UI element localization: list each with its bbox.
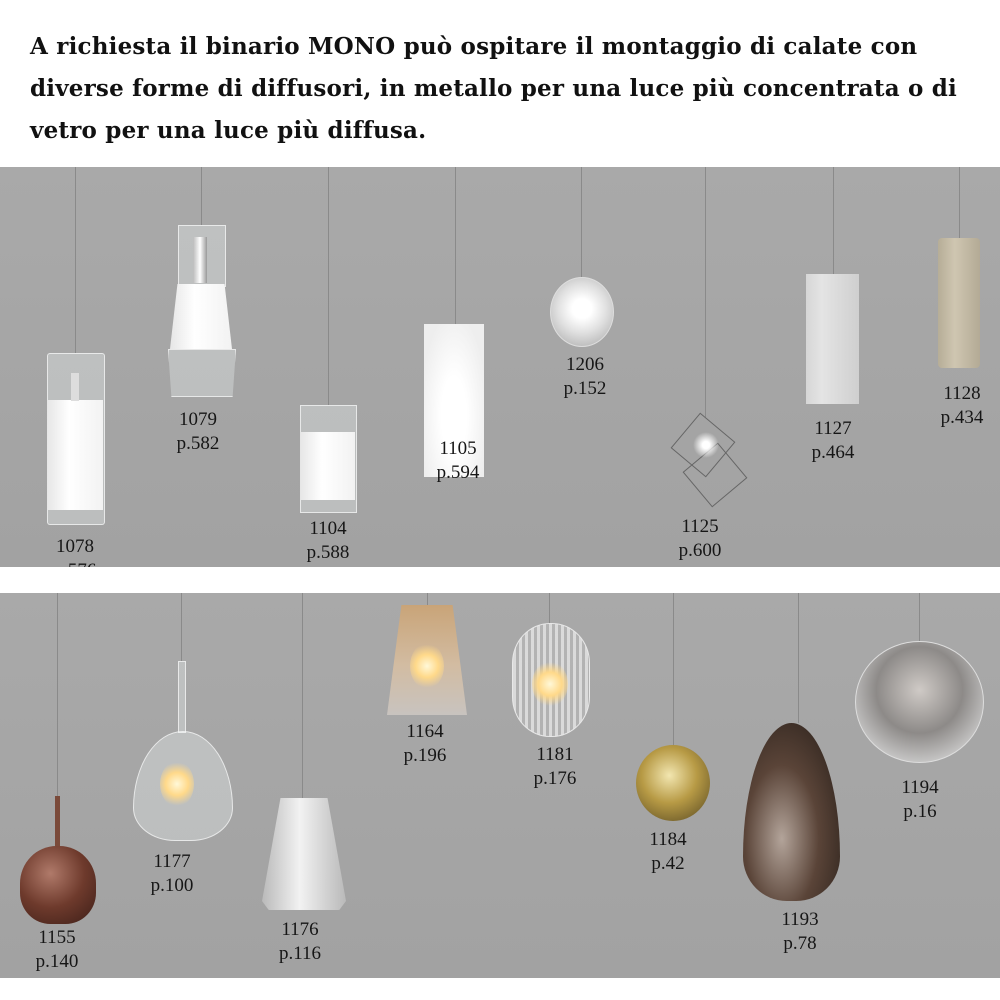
cord [455,167,456,324]
lamp-label: 1181 p.176 [533,744,577,789]
lamp-label: 1105 p.594 [436,438,480,483]
cord [673,593,674,745]
grey-box-shade [806,274,859,404]
white-box-shade [424,324,484,477]
lamp-label: 1128 p.434 [940,383,984,428]
glass-neck [178,661,186,733]
intro-text: A richiesta il binario MONO può ospitare… [30,33,957,144]
lamp-label: 1125 p.600 [678,516,722,561]
bulb-glow [160,761,194,807]
frosted-glass-shade [262,798,346,910]
cord [181,593,182,661]
cord [427,593,428,605]
lamp-label: 1079 p.582 [176,409,220,454]
lamp-label: 1176 p.116 [278,919,322,964]
lamp-label: 1177 p.100 [150,851,194,896]
lamp-label: 1194 p.16 [901,777,939,822]
lamp-label: 1206 p.152 [563,354,607,399]
bulb-glow [693,432,719,458]
cord [201,167,202,225]
glass-globe-shade [550,277,614,347]
cord [705,167,706,417]
copper-globe-shade [20,846,96,924]
cord [328,167,329,405]
smoke-globe-shade [855,641,984,763]
bulb-glow [410,643,444,689]
sand-cylinder-shade [938,238,980,368]
lamp-label: 1155 p.140 [35,927,79,972]
chrome-socket [193,237,207,283]
cord [833,167,834,274]
lamp-label: 1164 p.196 [403,721,447,766]
cord [549,593,550,623]
white-cylinder-shade [47,400,103,510]
white-cylinder-shade [300,432,355,500]
lamp-label: 1127 p.464 [811,418,855,463]
copper-stem [55,796,60,851]
bronze-drop-shade [743,723,840,901]
cord [959,167,960,238]
lamp-label: 1193 p.78 [781,909,819,954]
white-cone-shade [170,284,232,349]
bulb-glow [532,661,568,707]
lamp-label: 1184 p.42 [649,829,687,874]
lamp-panel-glass: 1155 p.140 1177 p.100 1176 p.116 1164 p.196 … [0,593,1000,978]
cord [57,593,58,798]
cord [75,167,76,353]
cord [581,167,582,277]
lamp-label: 1104 p.588 [306,518,350,563]
glass-skirt [168,349,236,397]
cord [302,593,303,798]
lamp-label: 1078p.576 [54,536,97,567]
cord [798,593,799,723]
cord [919,593,920,641]
chrome-socket [71,373,79,401]
gold-globe-shade [636,745,710,821]
